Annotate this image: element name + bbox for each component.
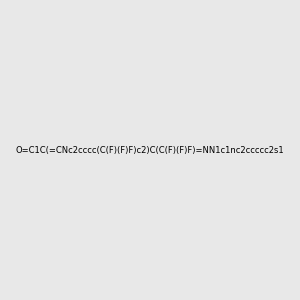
Text: O=C1C(=CNc2cccc(C(F)(F)F)c2)C(C(F)(F)F)=NN1c1nc2ccccc2s1: O=C1C(=CNc2cccc(C(F)(F)F)c2)C(C(F)(F)F)=… (16, 146, 284, 154)
